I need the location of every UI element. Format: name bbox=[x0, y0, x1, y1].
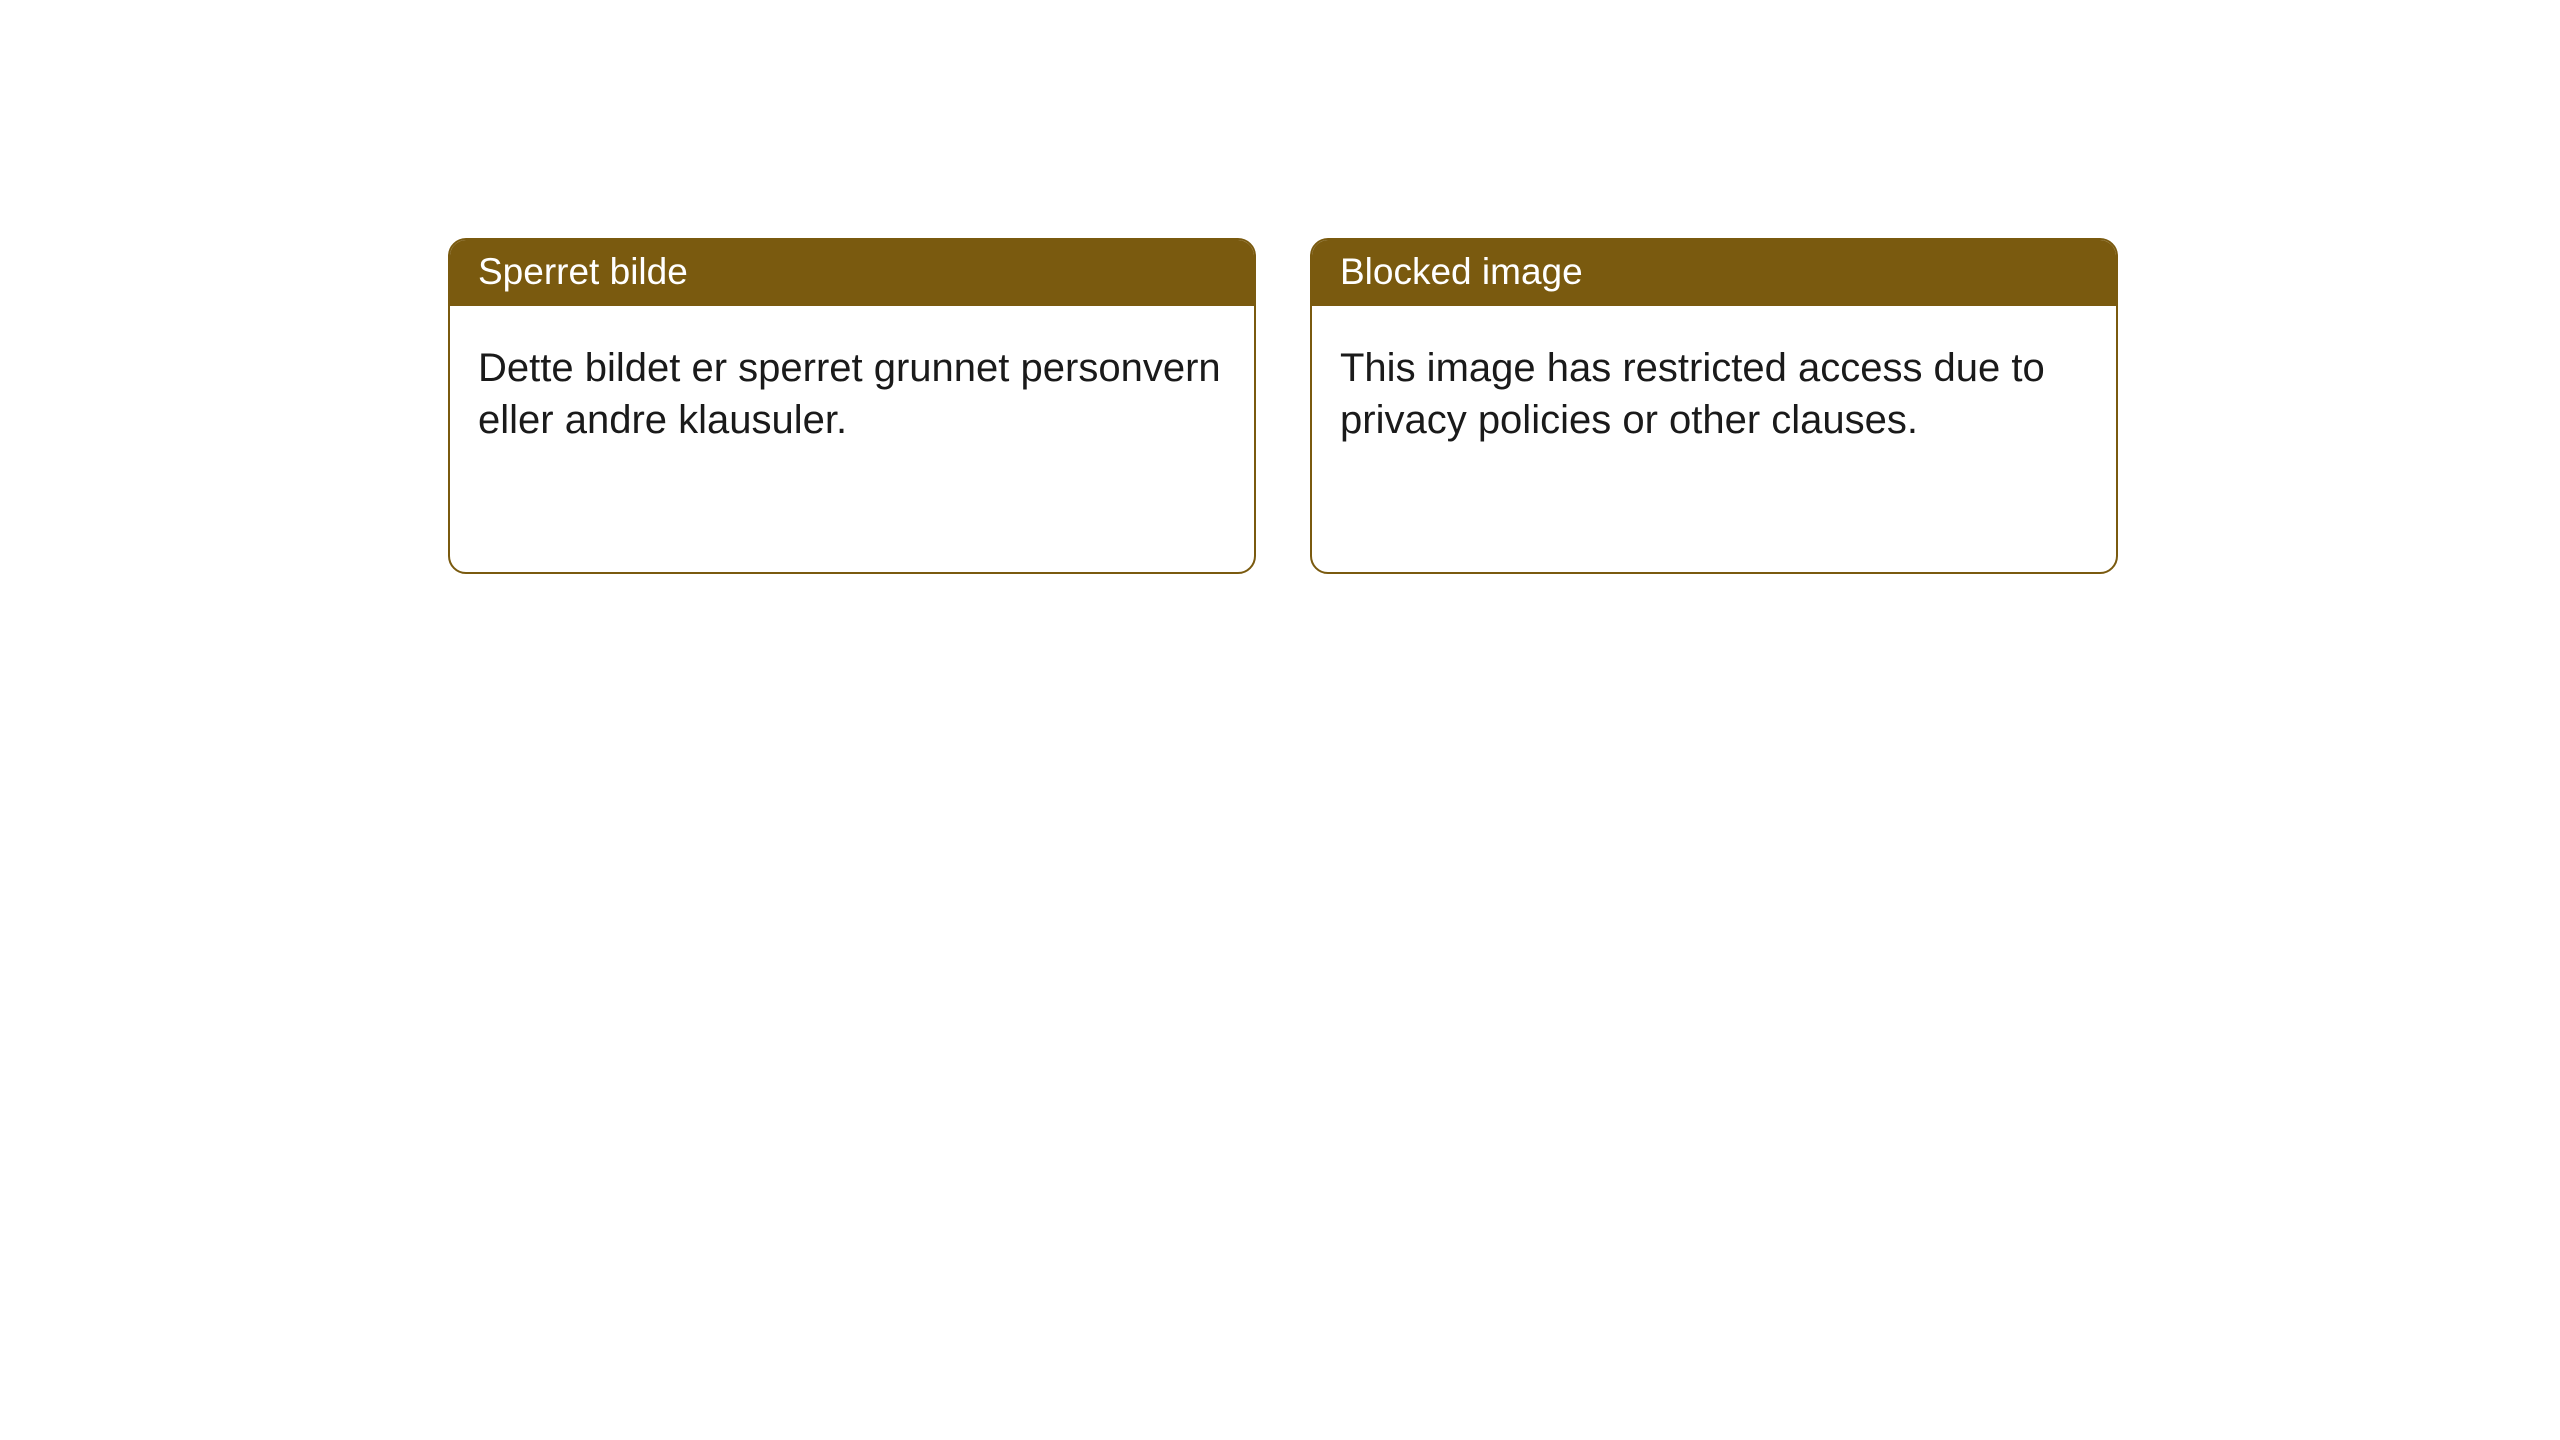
notice-body-english: This image has restricted access due to … bbox=[1312, 306, 2116, 474]
notice-container: Sperret bilde Dette bildet er sperret gr… bbox=[0, 0, 2560, 574]
notice-card-norwegian: Sperret bilde Dette bildet er sperret gr… bbox=[448, 238, 1256, 574]
notice-title-english: Blocked image bbox=[1312, 240, 2116, 306]
notice-title-norwegian: Sperret bilde bbox=[450, 240, 1254, 306]
notice-body-norwegian: Dette bildet er sperret grunnet personve… bbox=[450, 306, 1254, 474]
notice-card-english: Blocked image This image has restricted … bbox=[1310, 238, 2118, 574]
